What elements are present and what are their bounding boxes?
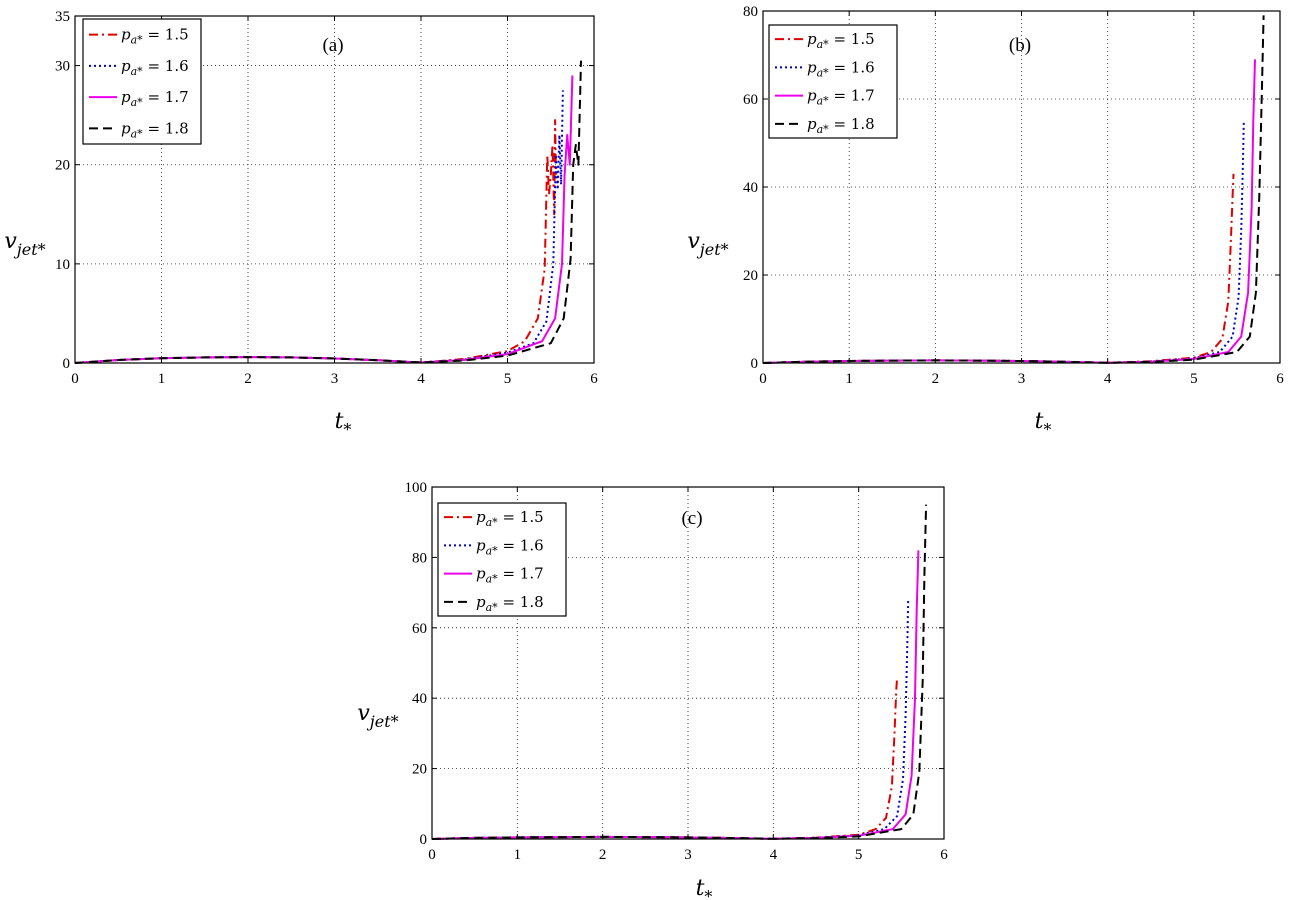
x-tick-label: 4 <box>1104 371 1112 387</box>
y-tick-label: 60 <box>743 92 758 108</box>
x-tick-label: 4 <box>770 847 778 863</box>
panel-label: (a) <box>322 35 343 56</box>
y-tick-label: 35 <box>55 9 70 25</box>
legend-box <box>768 24 898 139</box>
legend: pa* = 1.5 pa* = 1.6 pa* = 1.7 pa* = 1.8 <box>768 24 898 139</box>
x-tick-label: 0 <box>759 371 767 387</box>
legend-label: pa* = 1.7 <box>476 565 544 586</box>
legend-label: pa* = 1.7 <box>807 87 875 108</box>
y-tick-label: 60 <box>412 621 427 637</box>
y-axis-label: vjet* <box>357 701 398 731</box>
legend-label: pa* = 1.8 <box>121 119 189 140</box>
y-tick-label: 40 <box>743 180 758 196</box>
legend: pa* = 1.5 pa* = 1.6 pa* = 1.7 pa* = 1.8 <box>437 502 567 617</box>
x-tick-label: 3 <box>1018 371 1026 387</box>
panel-label: (c) <box>681 508 702 529</box>
x-tick-label: 0 <box>71 371 79 387</box>
y-axis-label: vjet* <box>4 229 45 259</box>
legend-box <box>437 502 567 617</box>
y-tick-label: 80 <box>743 4 758 20</box>
y-tick-label: 0 <box>420 832 428 848</box>
series-line-4 <box>74 60 582 364</box>
x-tick-label: 1 <box>514 847 522 863</box>
y-tick-label: 40 <box>412 691 427 707</box>
y-tick-label: 0 <box>63 356 71 372</box>
x-axis-label: t* <box>335 409 352 439</box>
legend-label: pa* = 1.5 <box>476 508 544 529</box>
legend-label: pa* = 1.7 <box>121 88 189 109</box>
legend: pa* = 1.5 pa* = 1.6 pa* = 1.7 pa* = 1.8 <box>82 18 202 145</box>
x-tick-label: 5 <box>1190 371 1198 387</box>
legend-label: pa* = 1.8 <box>476 593 544 614</box>
y-axis-label: vjet* <box>687 229 728 259</box>
x-tick-label: 6 <box>1276 371 1284 387</box>
x-tick-label: 1 <box>845 371 853 387</box>
legend-label: pa* = 1.5 <box>807 30 875 51</box>
x-tick-label: 1 <box>158 371 166 387</box>
x-tick-label: 6 <box>940 847 948 863</box>
x-tick-label: 5 <box>504 371 512 387</box>
legend-box <box>82 18 202 145</box>
y-tick-label: 30 <box>55 59 70 75</box>
x-tick-label: 6 <box>590 371 598 387</box>
y-tick-label: 100 <box>405 480 428 496</box>
y-tick-label: 20 <box>412 762 427 778</box>
x-tick-label: 2 <box>599 847 607 863</box>
legend-label: pa* = 1.6 <box>807 58 875 79</box>
x-axis-label: t* <box>1035 409 1052 439</box>
series-line-1 <box>74 119 557 364</box>
legend-label: pa* = 1.6 <box>476 536 544 557</box>
x-tick-label: 2 <box>932 371 940 387</box>
x-tick-label: 3 <box>331 371 339 387</box>
y-tick-label: 20 <box>743 268 758 284</box>
x-axis-label: t* <box>696 876 713 900</box>
x-tick-label: 3 <box>684 847 692 863</box>
x-tick-label: 5 <box>855 847 863 863</box>
legend-label: pa* = 1.5 <box>121 26 189 47</box>
y-tick-label: 80 <box>412 550 427 566</box>
x-tick-label: 4 <box>417 371 425 387</box>
y-tick-label: 20 <box>55 158 70 174</box>
legend-label: pa* = 1.6 <box>121 57 189 78</box>
y-tick-label: 0 <box>751 356 759 372</box>
x-tick-label: 0 <box>428 847 436 863</box>
panel-label: (b) <box>1009 35 1031 56</box>
y-tick-label: 10 <box>55 257 70 273</box>
legend-label: pa* = 1.8 <box>807 115 875 136</box>
x-tick-label: 2 <box>244 371 252 387</box>
